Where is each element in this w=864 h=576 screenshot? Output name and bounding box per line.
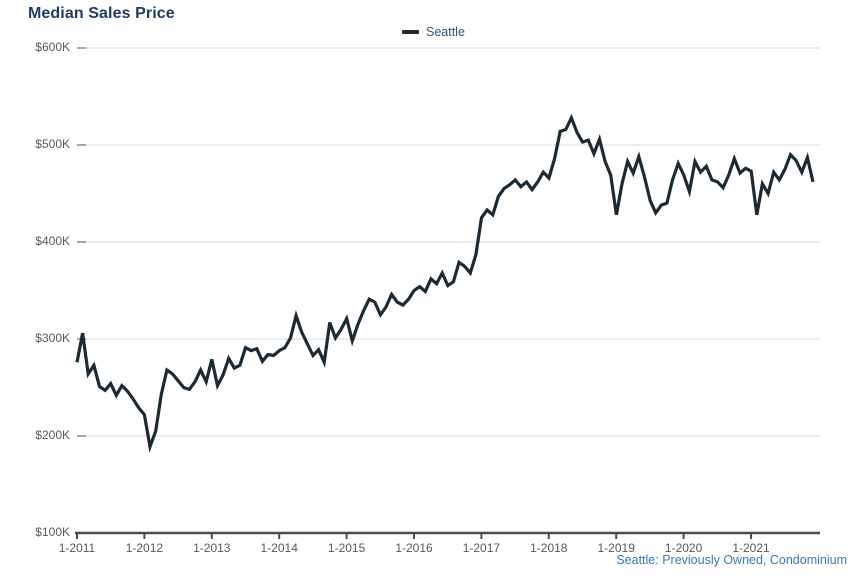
chart-title: Median Sales Price bbox=[28, 5, 175, 22]
series-line-seattle[interactable] bbox=[75, 113, 815, 453]
legend-line-swatch bbox=[402, 30, 419, 34]
y-axis-tick-label: $200K bbox=[35, 428, 70, 442]
x-axis-tick-label: 1-2011 bbox=[58, 541, 96, 555]
x-axis-tick-label: 1-2019 bbox=[597, 541, 635, 555]
x-axis-tick-label: 1-2012 bbox=[125, 541, 164, 555]
y-axis-tick-label: $100K bbox=[35, 525, 70, 539]
x-axis-tick-label: 1-2013 bbox=[193, 541, 231, 555]
source-caption-link[interactable]: Seattle: Previously Owned, Condominium bbox=[616, 553, 847, 567]
x-axis-tick-label: 1-2020 bbox=[664, 541, 703, 555]
y-axis-tick-label: $600K bbox=[35, 40, 70, 54]
x-axis-tick-label: 1-2014 bbox=[260, 541, 298, 555]
x-axis-tick-label: 1-2016 bbox=[395, 541, 433, 555]
x-axis-tick-label: 1-2021 bbox=[732, 541, 770, 555]
y-axis-tick-label: $400K bbox=[35, 234, 70, 248]
x-axis-tick-label: 1-2018 bbox=[530, 541, 568, 555]
y-axis-tick-label: $500K bbox=[35, 137, 70, 151]
x-axis-tick-label: 1-2017 bbox=[462, 541, 501, 555]
legend[interactable]: Seattle bbox=[402, 25, 465, 39]
legend-series-label: Seattle bbox=[426, 25, 465, 39]
y-axis-tick-label: $300K bbox=[35, 331, 70, 345]
x-axis-tick-label: 1-2015 bbox=[327, 541, 366, 555]
